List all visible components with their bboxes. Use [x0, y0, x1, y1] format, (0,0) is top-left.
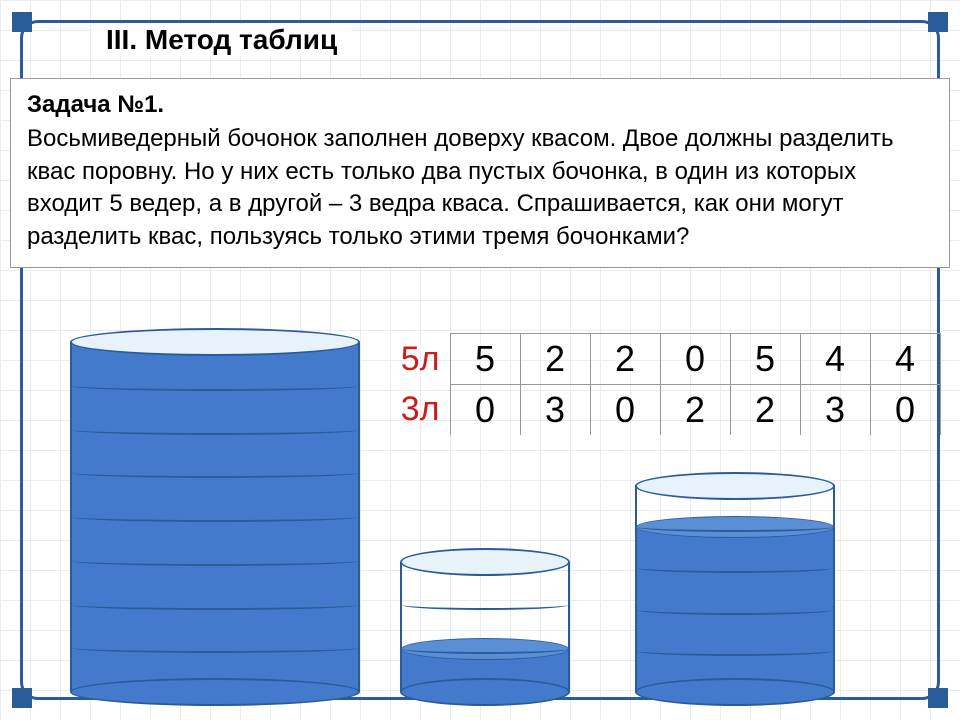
barrels-area — [60, 330, 910, 710]
barrel — [635, 486, 835, 692]
frame-corner — [928, 688, 948, 708]
frame-corner — [12, 688, 32, 708]
problem-heading: Задача №1. — [27, 89, 933, 121]
problem-text: Восьмиведерный бочонок заполнен доверху … — [27, 123, 933, 253]
barrel — [70, 342, 360, 692]
frame-corner — [12, 12, 32, 32]
problem-box: Задача №1. Восьмиведерный бочонок заполн… — [10, 78, 950, 268]
frame-corner — [928, 12, 948, 32]
barrel — [400, 562, 570, 692]
slide-title: III. Метод таблиц — [92, 24, 351, 56]
